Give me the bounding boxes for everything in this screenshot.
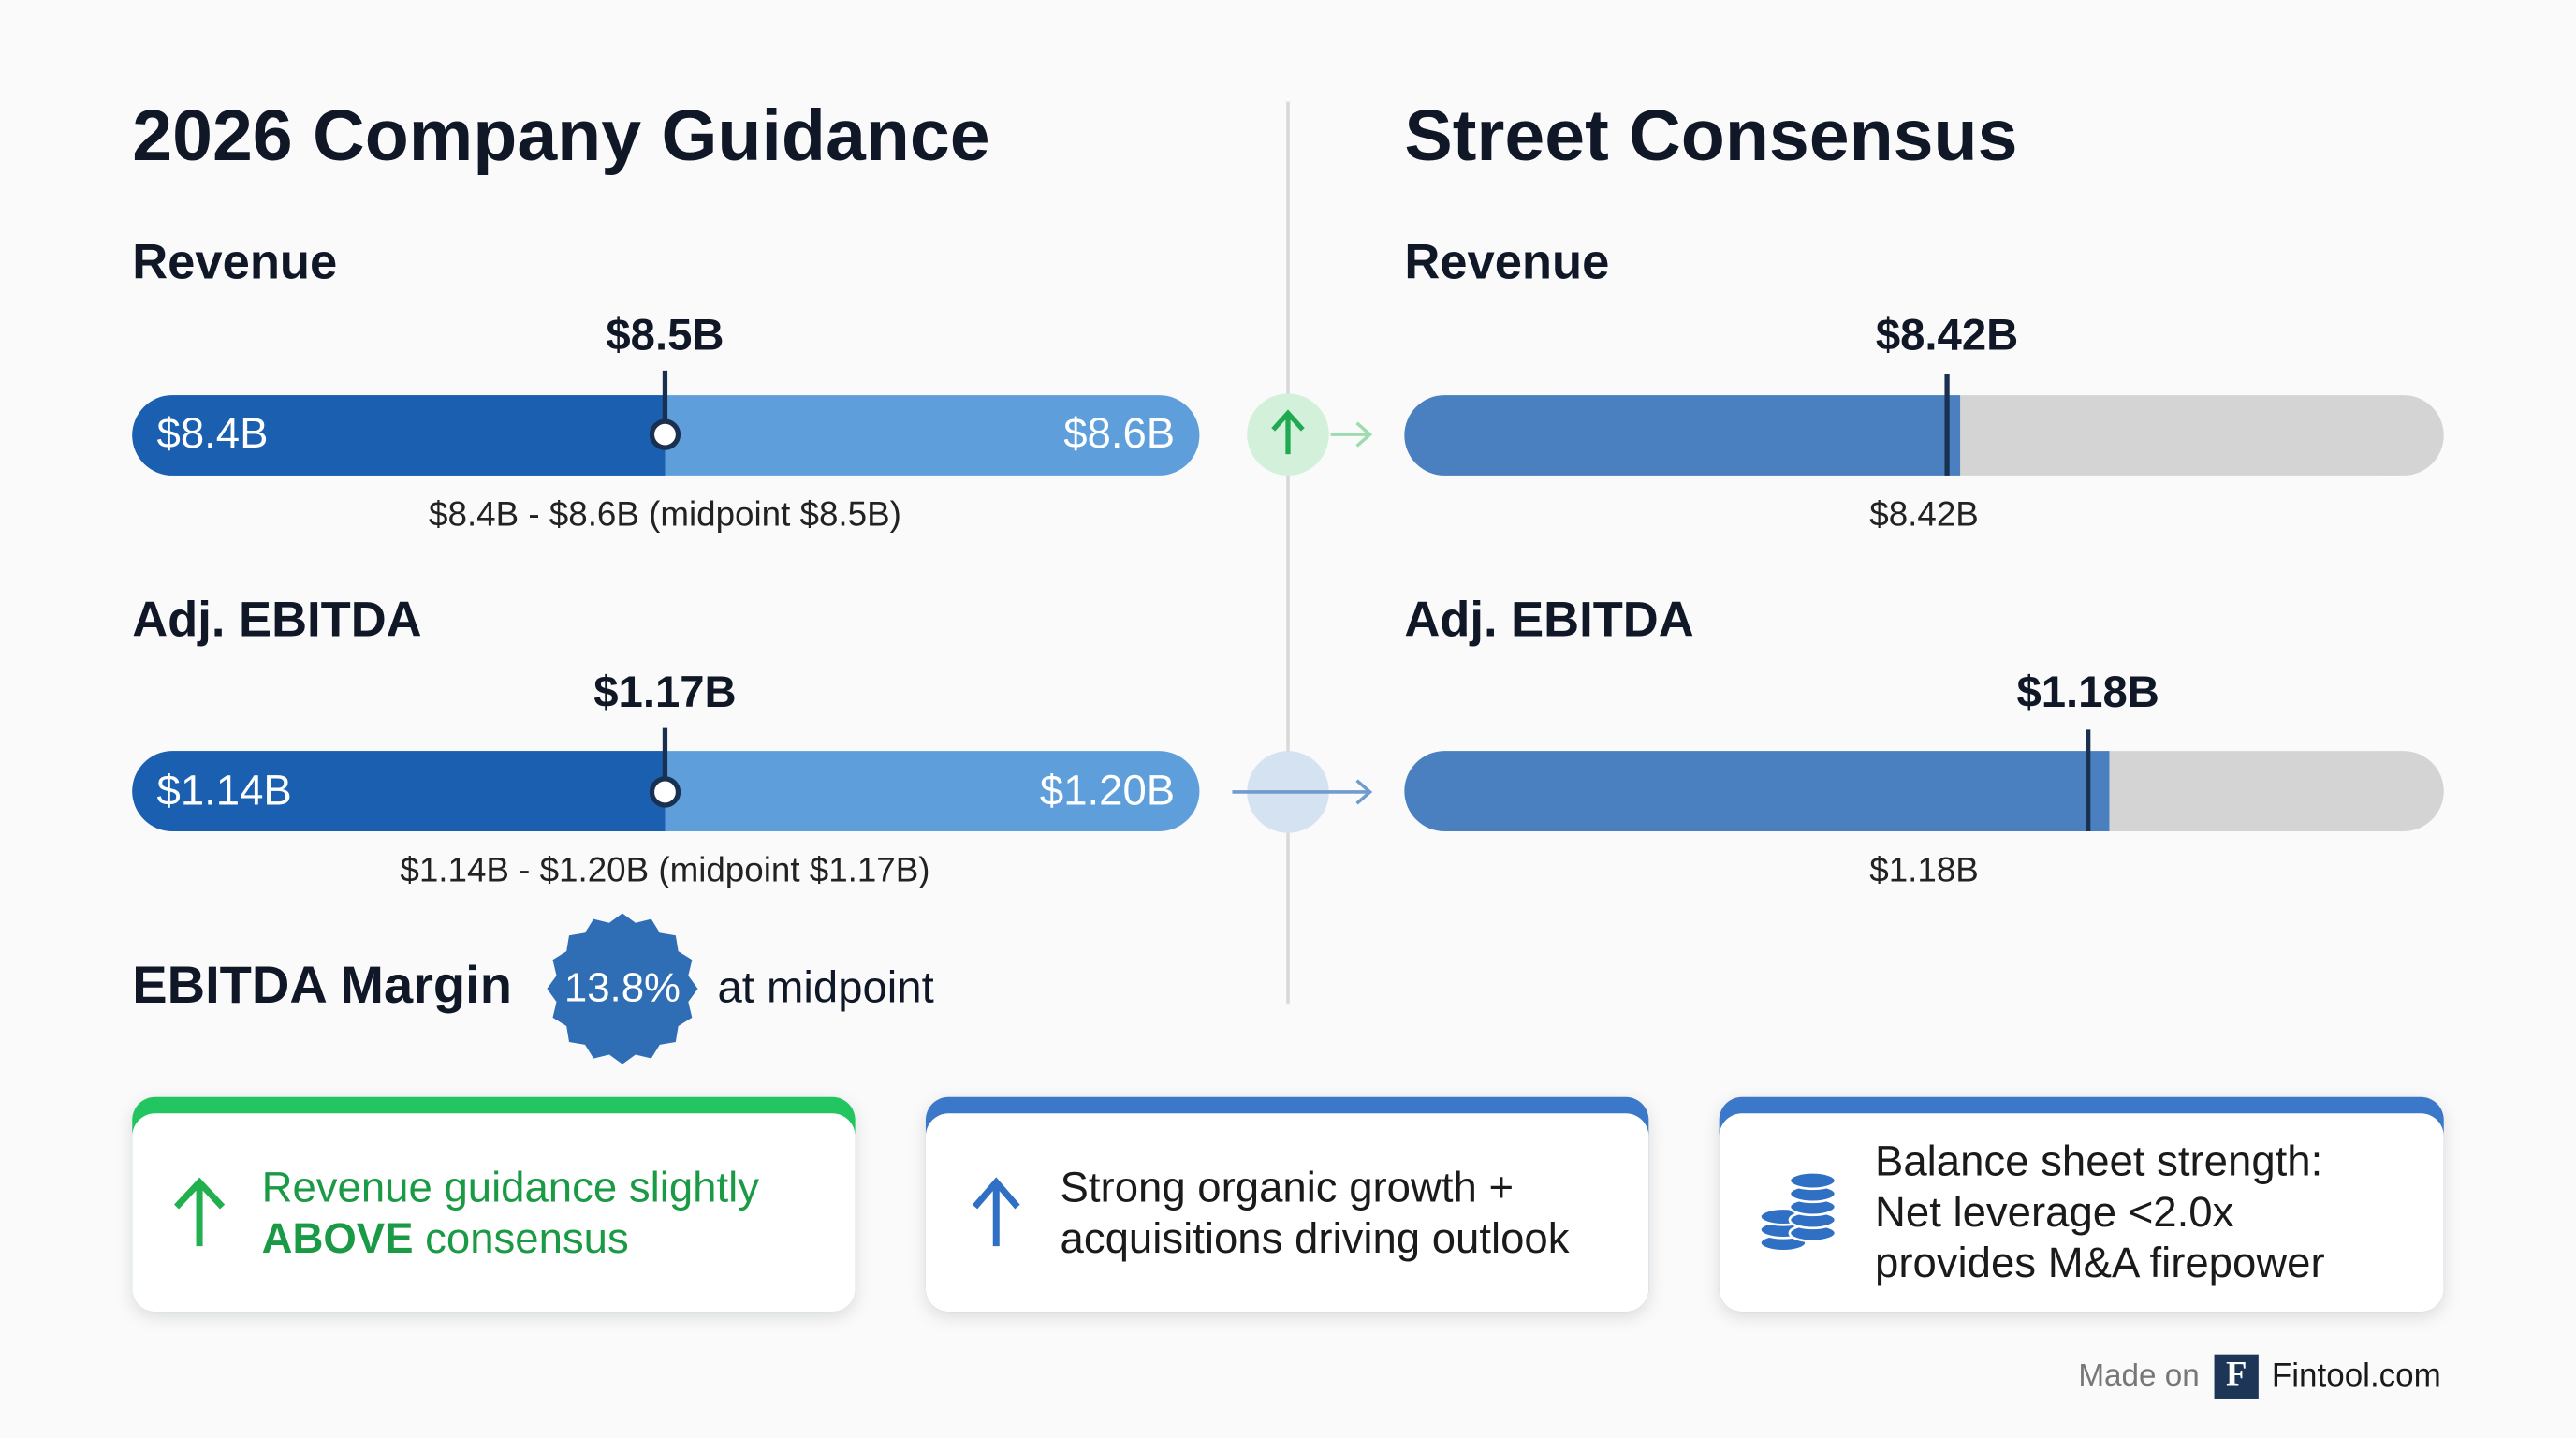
card-text: Balance sheet strength: xyxy=(1875,1137,2322,1185)
range-high: $1.20B xyxy=(1040,767,1175,814)
consensus-label: $1.18B xyxy=(2016,668,2159,717)
ebitda-label: Adj. EBITDA xyxy=(1404,592,1693,647)
connector-arrow xyxy=(1330,421,1373,448)
consensus-caption: $8.42B xyxy=(1869,494,1979,533)
ebitda-label: Adj. EBITDA xyxy=(132,592,421,647)
revenue-label: Revenue xyxy=(132,235,337,290)
card-text-rest: consensus xyxy=(425,1214,629,1262)
logo-box xyxy=(2214,1354,2259,1399)
range-bar-lower xyxy=(132,395,666,476)
card-body xyxy=(925,1113,1649,1313)
consensus-fill xyxy=(1404,751,2110,831)
card xyxy=(1719,1096,2444,1313)
range-caption: $1.14B - $1.20B (midpoint $1.17B) xyxy=(400,850,929,888)
card-body xyxy=(1719,1113,2444,1313)
card-text: ABOVE consensus xyxy=(262,1214,629,1262)
margin-label: EBITDA Margin xyxy=(132,955,512,1014)
midpoint-label: $1.17B xyxy=(593,668,736,717)
margin-value: 13.8% xyxy=(564,964,681,1010)
card xyxy=(925,1096,1649,1313)
card-emphasis: ABOVE xyxy=(262,1214,414,1262)
coins-icon xyxy=(1759,1170,1837,1253)
left-title: 2026 Company Guidance xyxy=(132,95,989,176)
midpoint-dot xyxy=(649,418,681,450)
card-body xyxy=(132,1113,856,1313)
connector-arrow xyxy=(1232,779,1373,805)
up-arrow-icon xyxy=(972,1177,1020,1247)
card-text: Net leverage <2.0x xyxy=(1875,1188,2234,1236)
right-title: Street Consensus xyxy=(1404,95,2017,176)
up-arrow xyxy=(1271,409,1305,455)
card-text: Strong organic growth + xyxy=(1061,1164,1515,1211)
range-caption: $8.4B - $8.6B (midpoint $8.5B) xyxy=(429,494,901,533)
footer-site[interactable]: Fintool.com xyxy=(2272,1357,2441,1393)
card-text: acquisitions driving outlook xyxy=(1061,1214,1570,1262)
card-text: provides M&A firepower xyxy=(1875,1239,2325,1286)
footer-made-on: Made on xyxy=(2078,1358,2199,1393)
consensus-label: $8.42B xyxy=(1876,310,2018,360)
midpoint-label: $8.5B xyxy=(606,310,724,360)
range-high: $8.6B xyxy=(1063,409,1175,457)
up-arrow-icon xyxy=(173,1177,226,1247)
range-bar-lower xyxy=(132,751,666,831)
range-low: $8.4B xyxy=(157,409,269,457)
card-text: Revenue guidance slightly xyxy=(262,1164,760,1211)
margin-suffix: at midpoint xyxy=(718,962,934,1012)
midpoint-dot xyxy=(649,776,681,808)
consensus-caption: $1.18B xyxy=(1869,850,1979,888)
logo-letter: F xyxy=(2226,1355,2247,1393)
revenue-label: Revenue xyxy=(1404,235,1609,290)
consensus-fill xyxy=(1404,395,1961,476)
range-low: $1.14B xyxy=(157,767,292,814)
margin-badge xyxy=(547,913,698,1064)
card xyxy=(132,1096,856,1313)
